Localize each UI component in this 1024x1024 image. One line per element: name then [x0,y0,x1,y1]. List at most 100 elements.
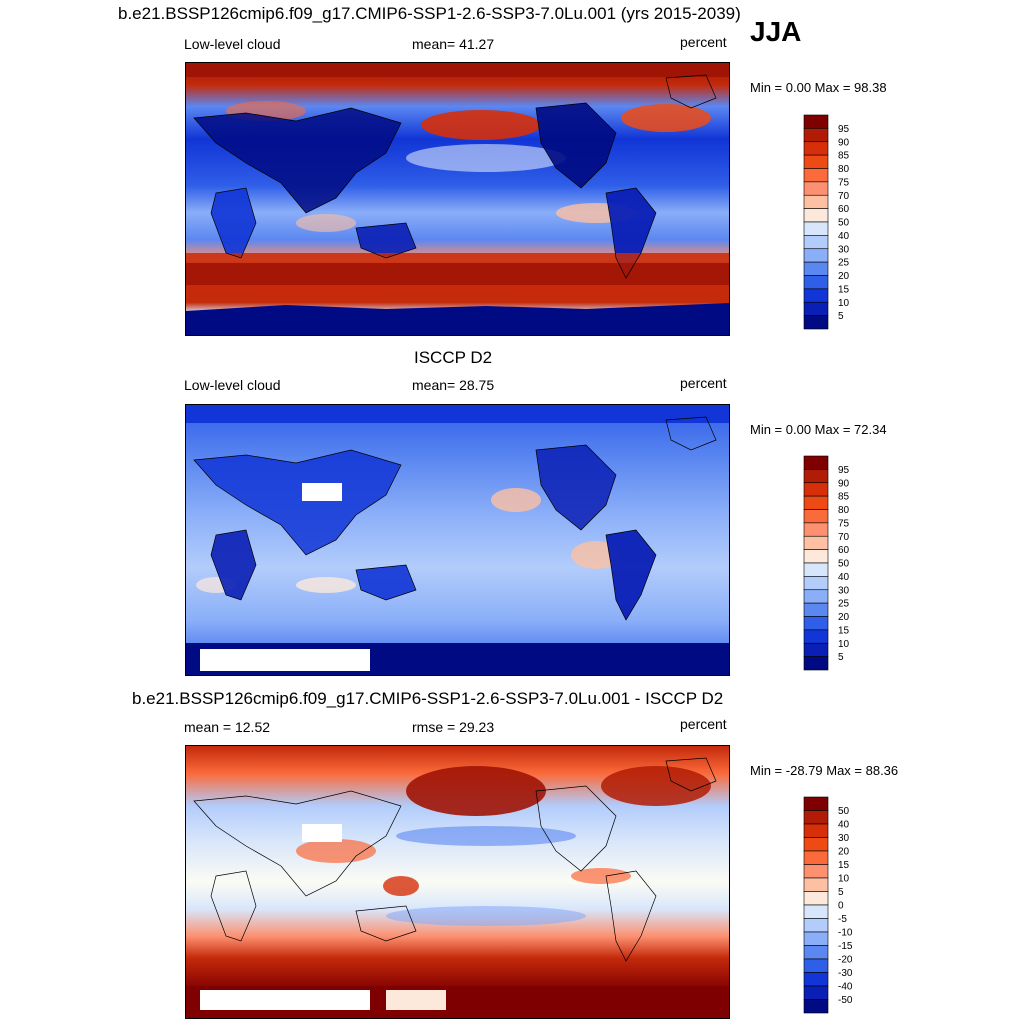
panel1-minmax-label: Min = 0.00 Max = 98.38 [750,80,887,95]
colorbar-tick-label: -10 [838,928,853,939]
panel2-title: ISCCP D2 [414,348,493,367]
colorbar-swatch [803,482,829,497]
colorbar-tick-label: 85 [838,151,850,162]
colorbar-tick-label: 30 [838,585,850,596]
colorbar-swatch [803,221,829,236]
colorbar-swatch [803,315,829,330]
colorbar-tick-label: 75 [838,518,850,529]
colorbar-swatch [803,931,829,946]
colorbar-tick-label: 15 [838,860,850,871]
colorbar-swatch [803,535,829,550]
colorbar-swatch [803,114,829,129]
colorbar-swatch [803,495,829,510]
panel2-colorbar-svg: 95 90 85 80 75 70 60 50 40 30 25 20 15 10 5 [803,455,850,671]
colorbar-swatch [803,469,829,484]
colorbar-tick-label: 20 [838,271,850,282]
colorbar-swatch [803,837,829,852]
colorbar-swatch [803,656,829,671]
colorbar-swatch [803,128,829,143]
colorbar-tick-label: 10 [838,639,850,650]
colorbar-swatch [803,168,829,183]
colorbar-tick-label: 90 [838,478,850,489]
colorbar-swatch [803,154,829,169]
colorbar-tick-label: 80 [838,164,850,175]
panel3-mean-label: mean = 12.52 [184,719,271,735]
panel3-map [185,745,730,1019]
colorbar-swatch [803,629,829,644]
panel3-title: b.e21.BSSP126cmip6.f09_g17.CMIP6-SSP1-2.… [132,689,724,708]
panel1-mean-label: mean= 41.27 [412,36,495,52]
colorbar-swatch [803,616,829,631]
colorbar-swatch [803,248,829,263]
panel3-map-svg [186,746,729,1018]
panel1-variable-label: Low-level cloud [184,36,281,52]
colorbar-tick-label: 20 [838,847,850,858]
colorbar-swatch [803,985,829,1000]
colorbar-swatch [803,810,829,825]
colorbar-tick-label: 60 [838,545,850,556]
colorbar-tick-label: 95 [838,124,850,135]
panel2-map [185,404,730,676]
panel2-variable-label: Low-level cloud [184,377,281,393]
colorbar-tick-label: 25 [838,599,850,610]
colorbar-tick-label: 70 [838,191,850,202]
colorbar-tick-label: 50 [838,559,850,570]
colorbar-tick-label: 20 [838,612,850,623]
panel1-map-svg [186,63,729,335]
panel2-map-svg [186,405,729,675]
colorbar-swatch [803,958,829,973]
colorbar-tick-label: 40 [838,231,850,242]
panel1-colorbar: 95 90 85 80 75 70 60 50 40 30 25 20 15 10 5 [803,114,864,330]
colorbar-swatch [803,945,829,960]
colorbar-tick-label: 15 [838,625,850,636]
colorbar-swatch [803,999,829,1014]
panel1-colorbar-svg: 95 90 85 80 75 70 60 50 40 30 25 20 15 10 5 [803,114,850,330]
panel3-colorbar: 50 40 30 20 15 10 5 0 -5 -10 -15 -20 -30 -40 -50 [803,796,864,1014]
colorbar-swatch [803,301,829,316]
panel3-minmax-label: Min = -28.79 Max = 88.36 [750,763,899,778]
panel2-colorbar: 95 90 85 80 75 70 60 50 40 30 25 20 15 10 5 [803,455,864,671]
colorbar-swatch [803,891,829,906]
panel2-mean-label: mean= 28.75 [412,377,495,393]
colorbar-swatch [803,288,829,303]
panel3-rmse-label: rmse = 29.23 [412,719,495,735]
colorbar-swatch [803,261,829,276]
colorbar-tick-label: 70 [838,532,850,543]
colorbar-swatch [803,589,829,604]
panel2-units-label: percent [680,375,727,391]
colorbar-tick-label: 90 [838,137,850,148]
colorbar-swatch [803,918,829,933]
season-label: JJA [750,16,802,47]
colorbar-tick-label: -20 [838,955,853,966]
colorbar-swatch [803,208,829,223]
colorbar-swatch [803,877,829,892]
colorbar-swatch [803,796,829,811]
colorbar-tick-label: 75 [838,177,850,188]
colorbar-swatch [803,509,829,524]
panel1-units-label: percent [680,34,727,50]
colorbar-tick-label: 95 [838,465,850,476]
colorbar-tick-label: 10 [838,298,850,309]
panel1-map [185,62,730,336]
colorbar-swatch [803,864,829,879]
panel2-minmax-label: Min = 0.00 Max = 72.34 [750,422,887,437]
colorbar-tick-label: 5 [838,887,844,898]
colorbar-swatch [803,562,829,577]
colorbar-swatch [803,181,829,196]
colorbar-tick-label: -50 [838,995,853,1006]
colorbar-tick-label: 85 [838,492,850,503]
colorbar-tick-label: 40 [838,572,850,583]
colorbar-swatch [803,522,829,537]
colorbar-tick-label: 0 [838,901,844,912]
colorbar-tick-label: 60 [838,204,850,215]
colorbar-swatch [803,602,829,617]
colorbar-swatch [803,549,829,564]
colorbar-swatch [803,141,829,156]
colorbar-tick-label: 10 [838,874,850,885]
panel3-units-label: percent [680,716,727,732]
colorbar-tick-label: 50 [838,218,850,229]
colorbar-tick-label: 80 [838,505,850,516]
colorbar-tick-label: 30 [838,244,850,255]
colorbar-tick-label: -15 [838,941,853,952]
colorbar-tick-label: 25 [838,258,850,269]
